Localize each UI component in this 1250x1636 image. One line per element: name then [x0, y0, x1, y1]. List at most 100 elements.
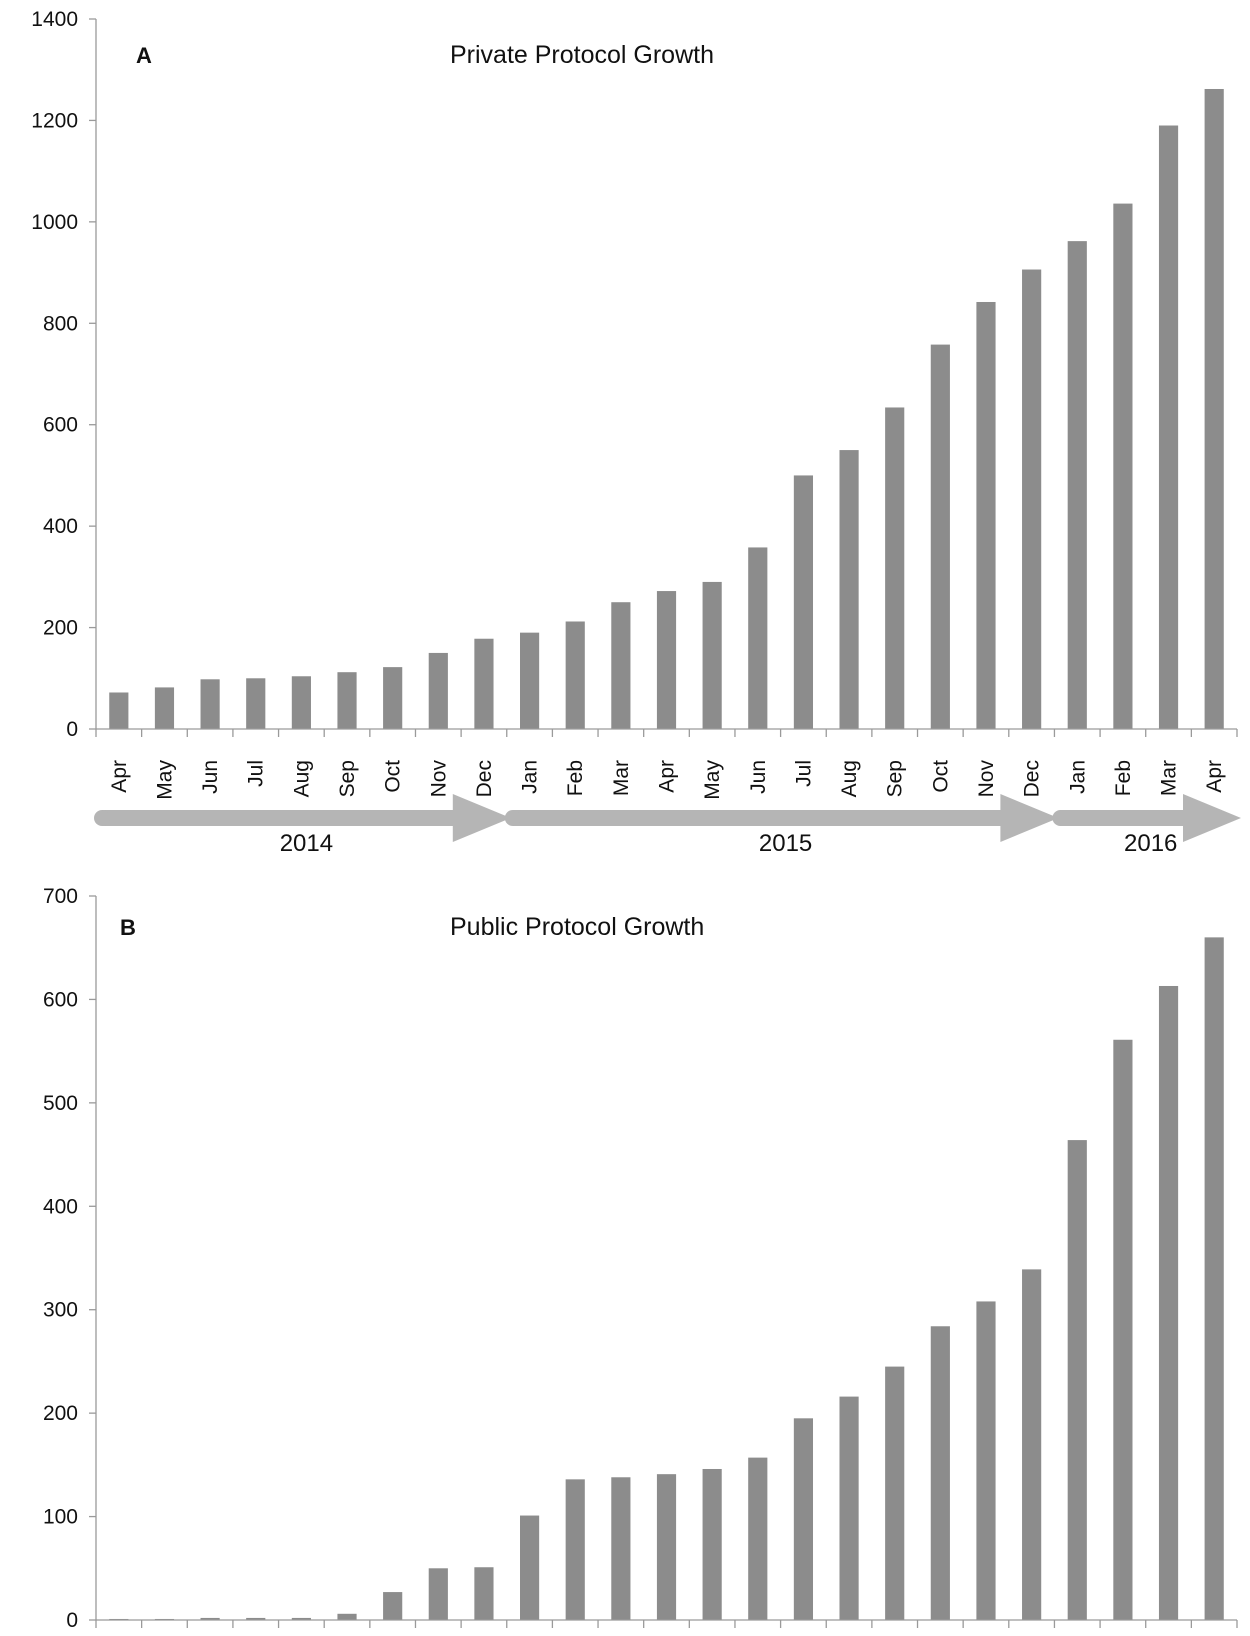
panel-b-bar — [520, 1515, 540, 1620]
panel-a-year-label: 2016 — [1124, 830, 1177, 857]
panel-a-x-tick-label: Oct — [382, 760, 405, 793]
panel-b-bar — [885, 1366, 905, 1620]
panel-a-y-tick-label: 0 — [66, 718, 78, 741]
panel-a-x-tick-label: Mar — [610, 760, 633, 796]
panel-a-bar — [793, 475, 814, 729]
panel-b-bar — [565, 1479, 585, 1620]
panel-a-bar — [976, 301, 996, 729]
panel-a-year-arrow — [102, 794, 511, 842]
panel-a-private-protocol-growth: A Private Protocol Growth 0 200 400 600 800 1… — [31, 8, 1241, 857]
panel-a-year-arrow — [1060, 794, 1241, 842]
panel-b-y-tick-label: 200 — [43, 1402, 78, 1425]
panel-b-y-tick-label: 600 — [43, 988, 78, 1011]
panel-a-x-tick-label: Aug — [290, 760, 313, 797]
panel-b-bar — [428, 1568, 448, 1620]
panel-a-y-tick-label: 1000 — [31, 211, 78, 234]
panel-a-x-tick-label: Oct — [929, 760, 952, 793]
panel-a-year-label: 2015 — [759, 830, 812, 857]
panel-b-bar — [337, 1613, 357, 1620]
panel-a-y-tick-label: 200 — [43, 617, 78, 640]
panel-b-bar — [976, 1301, 996, 1620]
panel-a-bar — [1067, 241, 1087, 729]
panel-b-bar — [474, 1567, 494, 1620]
panel-a-bar — [428, 652, 448, 729]
panel-a-x-tick-label: May — [153, 760, 176, 800]
panel-a-bar — [520, 632, 540, 729]
panel-a-x-tick-label: Apr — [656, 760, 679, 793]
panel-a-year-label: 2014 — [280, 830, 333, 857]
panel-a-x-tick-label: Aug — [838, 760, 861, 797]
panel-a-x-tick-label: Jun — [199, 760, 222, 794]
panel-b-bar — [656, 1474, 677, 1620]
panel-b-y-tick-label: 0 — [66, 1609, 78, 1632]
panel-a-bar — [611, 602, 631, 729]
panel-b-bar — [1022, 1269, 1042, 1620]
panel-a-x-tick-label: Dec — [1021, 760, 1044, 797]
panel-a-y-tick-label: 800 — [43, 312, 78, 335]
panel-a-bar — [748, 547, 768, 729]
panel-a-year-arrow-cap — [1052, 810, 1069, 826]
panel-a-title: Private Protocol Growth — [450, 41, 714, 69]
panel-b-y-tick-label: 500 — [43, 1092, 78, 1115]
panel-a-bar — [885, 407, 905, 729]
panel-b-bar — [930, 1326, 950, 1620]
panel-b-bar — [1204, 937, 1224, 1620]
panel-a-bar — [246, 678, 266, 729]
panel-b-title: Public Protocol Growth — [450, 913, 704, 941]
panel-b-bar — [1067, 1140, 1087, 1620]
panel-a-bar — [291, 676, 311, 729]
panel-b-bar — [1158, 985, 1179, 1620]
panel-a-bar — [656, 591, 677, 729]
panel-a-x-tick-label: Nov — [975, 760, 998, 798]
panel-a-x-tick-label: Jun — [747, 760, 770, 794]
panel-a-bar — [200, 679, 220, 729]
panel-a-year-arrow-cap — [504, 810, 521, 826]
panel-a-bar — [154, 687, 175, 729]
panel-a-bar — [383, 667, 403, 729]
panel-a-x-tick-label: Feb — [1112, 760, 1135, 796]
panel-a-x-tick-label: Sep — [884, 760, 907, 797]
panel-b-bar — [748, 1457, 768, 1620]
panel-a-bar — [1022, 269, 1042, 729]
panel-a-bar — [839, 450, 859, 729]
panel-b-y-tick-label: 300 — [43, 1299, 78, 1322]
panel-a-x-tick-label: Jan — [519, 760, 542, 794]
panel-b-letter: B — [120, 915, 136, 940]
panel-a-x-tick-label: Jul — [245, 760, 268, 787]
panel-a-bar — [702, 581, 722, 729]
panel-a-bar — [474, 638, 494, 729]
panel-a-x-tick-label: Jul — [792, 760, 815, 787]
panel-a-x-tick-label: Feb — [564, 760, 587, 796]
panel-b-y-tick-label: 400 — [43, 1195, 78, 1218]
panel-a-letter: A — [136, 43, 152, 68]
panel-a-bar — [930, 344, 950, 729]
panel-a-x-tick-label: Sep — [336, 760, 359, 797]
panel-b-public-protocol-growth: B Public Protocol Growth 0 100 200 300 400 50… — [43, 885, 1238, 1632]
panel-b-bar — [200, 1617, 220, 1620]
panel-a-x-tick-label: Apr — [1203, 760, 1226, 793]
panel-a-y-tick-label: 1200 — [31, 109, 78, 132]
panel-b-bar — [383, 1592, 403, 1620]
panel-a-bar — [565, 621, 585, 729]
panel-a-x-tick-label: Apr — [108, 760, 131, 793]
panel-a-x-tick-label: Nov — [427, 760, 450, 798]
panel-a-y-tick-label: 400 — [43, 515, 78, 538]
panel-b-bar — [246, 1617, 266, 1620]
panel-a-year-arrow-cap — [94, 810, 110, 826]
panel-a-bar — [109, 692, 129, 729]
panel-a-bar — [1204, 88, 1224, 730]
panel-a-x-tick-label: May — [701, 760, 724, 800]
panel-b-bar — [702, 1468, 722, 1620]
panel-a-x-tick-label: Jan — [1066, 760, 1089, 794]
panel-a-y-tick-label: 600 — [43, 414, 78, 437]
panel-a-year-arrow — [512, 794, 1059, 842]
panel-b-y-tick-label: 700 — [43, 885, 78, 908]
panel-a-bar — [337, 672, 357, 729]
panel-a-x-tick-label: Dec — [473, 760, 496, 797]
panel-b-bar — [291, 1617, 311, 1620]
panel-b-bar — [1113, 1039, 1133, 1620]
panel-a-x-tick-label: Mar — [1158, 760, 1181, 796]
panel-b-bar — [793, 1418, 814, 1620]
panel-b-bar — [839, 1396, 859, 1620]
